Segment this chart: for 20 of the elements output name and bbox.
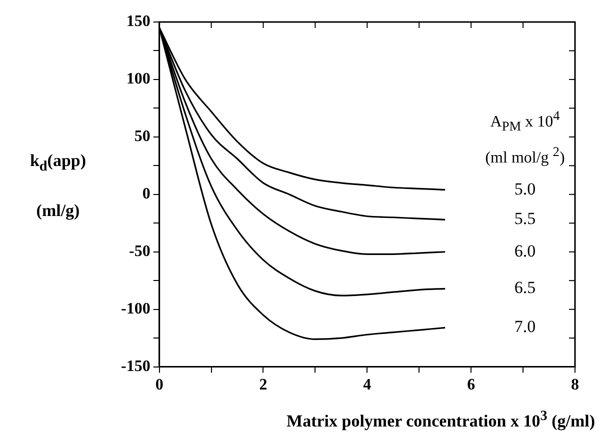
legend-label: 5.5	[514, 209, 536, 228]
legend-label: 5.0	[514, 179, 536, 198]
text: k$_{d}$(app) (ml/g)	[30, 151, 86, 220]
x-tick-label: 0	[155, 376, 164, 394]
legend-label: 7.0	[514, 317, 536, 336]
x-tick-label: 2	[259, 376, 268, 394]
legend-label: 6.0	[514, 241, 536, 260]
y-tick-label: -150	[121, 358, 150, 375]
legend-label: 6.5	[514, 278, 536, 298]
x-tick-label: 6	[467, 376, 476, 394]
x-tick-label: 8	[571, 376, 579, 394]
y-tick-label: -50	[129, 243, 150, 260]
y-tick-label: 50	[134, 128, 150, 146]
y-tick-label: 0	[142, 186, 150, 203]
x-axis-title: Matrix polymer concentration x 10$^{3}$ (g/ml)	[286, 408, 595, 432]
x-tick-label: 4	[363, 376, 372, 394]
y-tick-label: -100	[121, 300, 150, 318]
y-tick-label: 150	[126, 13, 150, 30]
text: A$_{PM}$ x 10$^{4}$ (ml mol/g $^{2}$)	[485, 108, 565, 167]
y-tick-label: 100	[126, 70, 150, 88]
